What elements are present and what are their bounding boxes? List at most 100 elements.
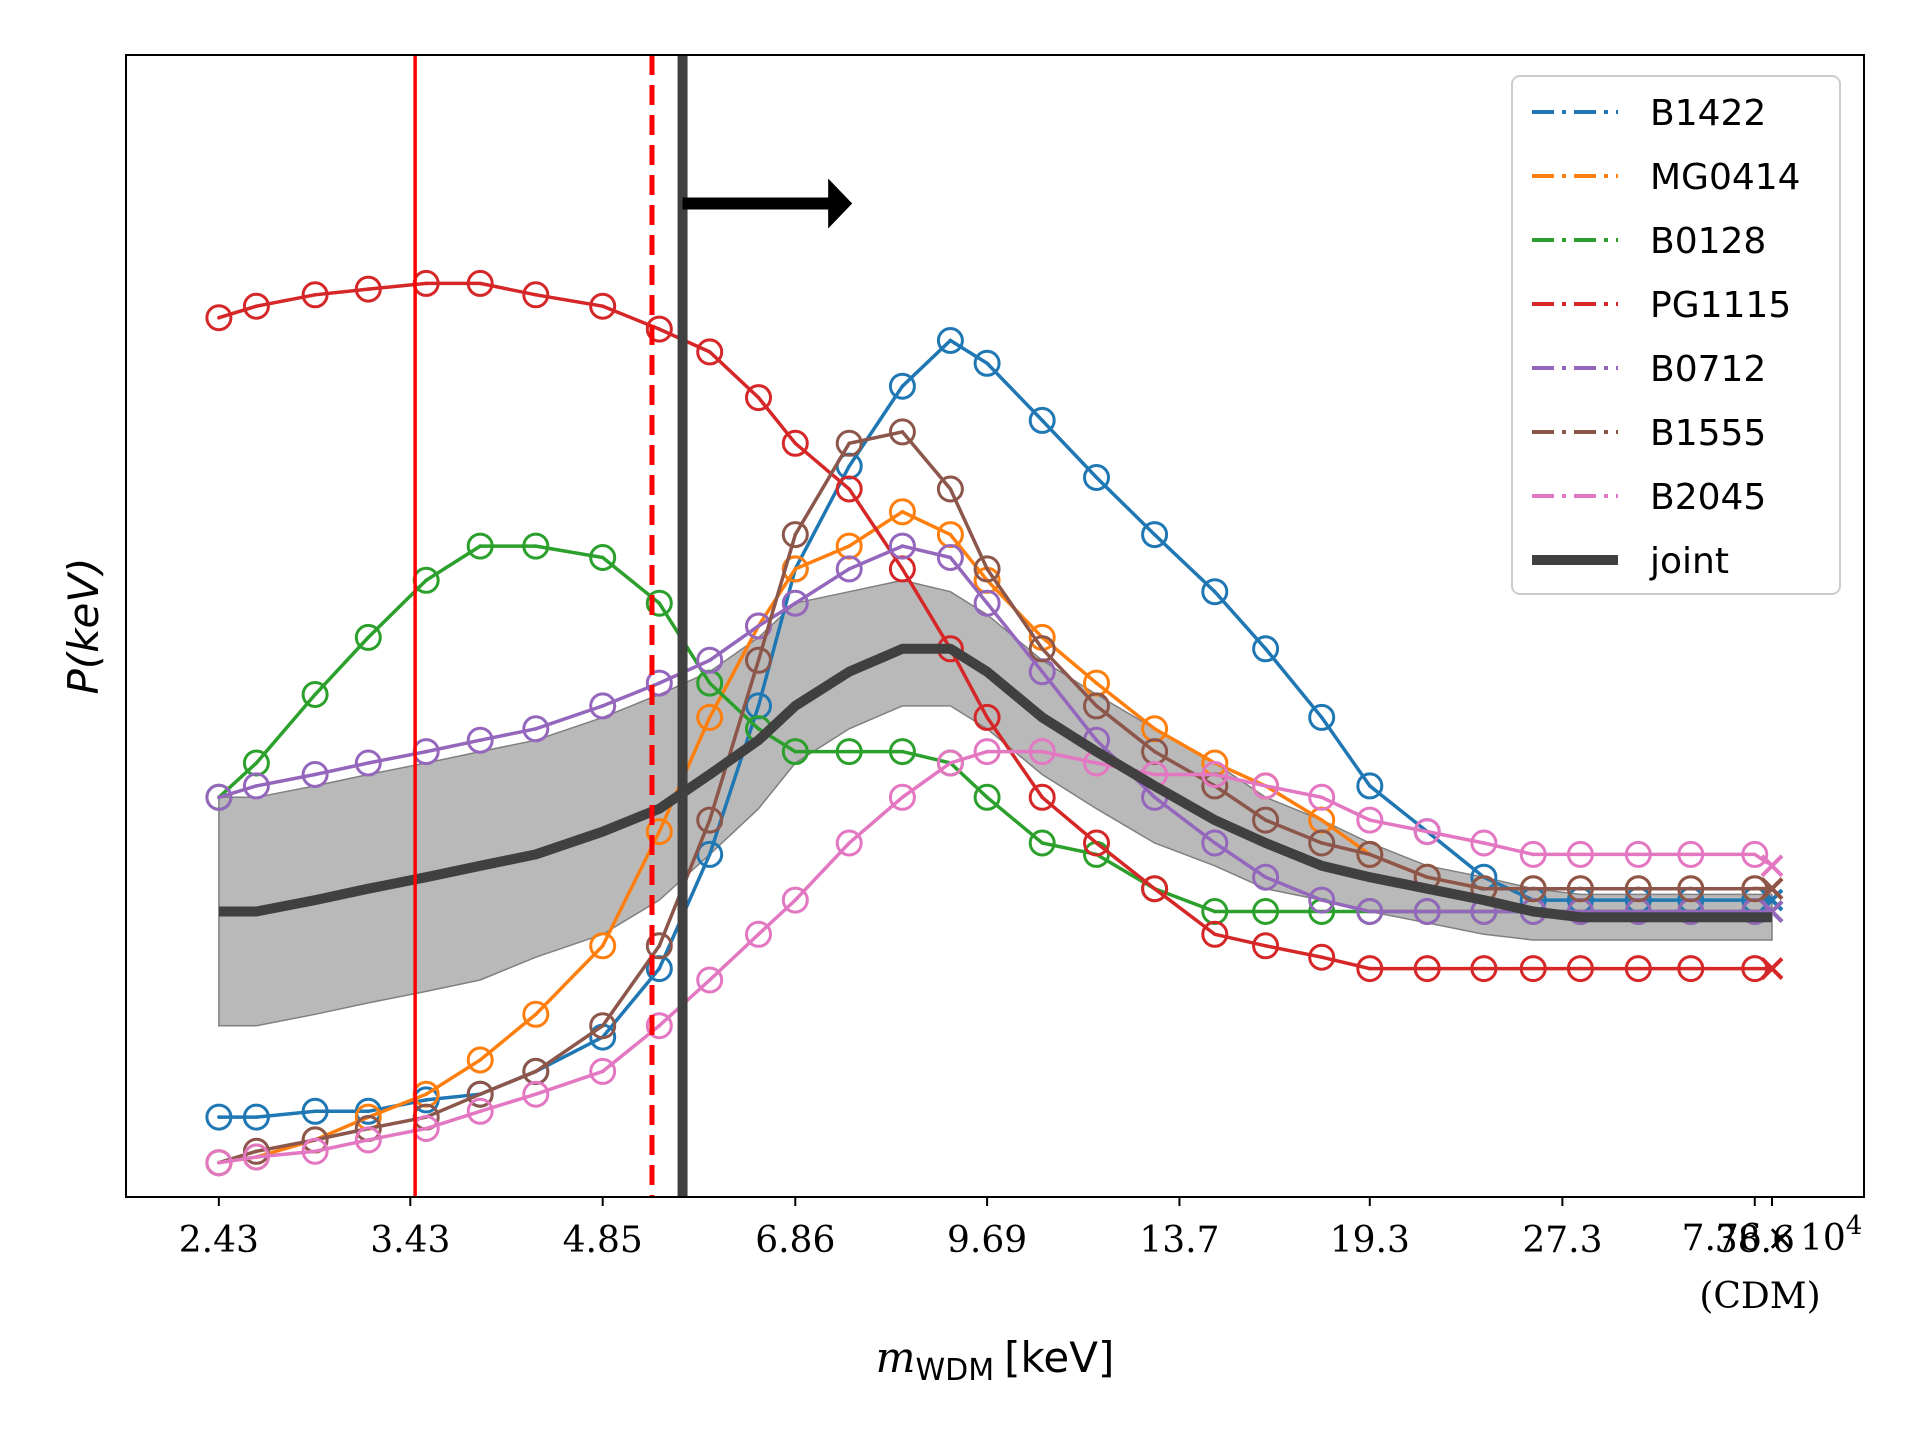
series-pg1115-point-dot	[254, 304, 259, 309]
series-b0712-point-dot	[985, 601, 989, 605]
series-pg1115-point-dot	[756, 395, 761, 400]
x-tick-label: 4.85	[563, 1220, 643, 1261]
series-b0128-point-dot	[1040, 841, 1044, 845]
series-b2045-cdm-marker	[1760, 854, 1784, 878]
series-b2045-point-dot	[1319, 795, 1324, 800]
series-b2045-point-dot	[600, 1069, 605, 1074]
series-b1555-point-dot	[1368, 852, 1372, 857]
series-pg1115-line	[218, 281, 1755, 971]
x-tick-label: 19.3	[1330, 1220, 1410, 1261]
series-b0128-point	[522, 532, 550, 560]
series-pg1115-point-dot	[985, 715, 989, 720]
series-pg1115-point	[781, 429, 809, 457]
series-b1422-point	[973, 349, 1001, 377]
series-b0712-point-dot	[847, 567, 851, 571]
series-b1422-point-dot	[1094, 475, 1099, 480]
series-b0712-point-dot	[424, 749, 429, 754]
series-pg1115	[205, 269, 1784, 983]
series-b2045-point	[1356, 806, 1384, 834]
series-b1422-point-dot	[424, 1098, 429, 1102]
series-b0712-point-dot	[1319, 898, 1324, 902]
series-b1422-point-dot	[1040, 418, 1044, 423]
series-b0712-point-dot	[900, 544, 905, 548]
series-b2045-point	[1252, 772, 1280, 800]
series-b1422-point	[1252, 635, 1280, 663]
series-b1555-point-dot	[534, 1069, 538, 1074]
series-b1422-point	[205, 1103, 233, 1131]
series-b1555-point-dot	[1094, 704, 1099, 708]
series-b0128-point-dot	[985, 795, 989, 800]
series-b0712-point-dot	[707, 658, 712, 663]
series-mg0414-point-dot	[1152, 727, 1157, 731]
x-tick-label: 13.7	[1139, 1220, 1219, 1261]
series-pg1115-point-dot	[1531, 966, 1535, 971]
series-pg1115-point-dot	[1753, 966, 1757, 971]
series-b2045-point	[1677, 840, 1705, 868]
series-b2045-line	[218, 749, 1755, 1165]
series-b2045-point	[973, 738, 1001, 766]
series-b1555-point-dot	[900, 430, 905, 434]
series-b0712-point	[696, 646, 724, 674]
series-b0712-point-dot	[1425, 909, 1429, 914]
series-mg0414-point-dot	[900, 510, 905, 514]
series-b2045-point	[205, 1149, 233, 1177]
series-mg0414-point-dot	[1094, 681, 1099, 685]
series-b1555-point-dot	[1319, 841, 1324, 845]
series-pg1115-cdm-marker	[1760, 957, 1784, 981]
series-pg1115-point-dot	[657, 327, 662, 331]
series-mg0414-point-dot	[478, 1058, 483, 1062]
series-b2045-point	[745, 920, 772, 948]
series-b2045-point	[522, 1080, 550, 1108]
series-pg1115-point-dot	[1425, 966, 1429, 971]
series-b1555-point-dot	[600, 1023, 605, 1028]
series-b0128-point-dot	[707, 681, 712, 685]
series-pg1115-point	[522, 281, 550, 309]
series-b0128-point	[354, 623, 382, 651]
series-b1422-point-dot	[217, 1115, 221, 1119]
series-b1555-point	[1519, 875, 1547, 903]
series-pg1115-point	[1028, 783, 1056, 811]
series-b1422-point	[1028, 406, 1056, 434]
series-b0712-point-dot	[948, 555, 953, 560]
series-b0712-point	[1356, 898, 1384, 925]
series-b1555-point	[466, 1080, 494, 1108]
series-b1422-point	[1083, 464, 1110, 491]
series-b2045-point-dot	[1263, 784, 1268, 788]
series-pg1115-point-dot	[847, 487, 851, 491]
series-layer	[205, 269, 1784, 1177]
series-b0712-point-dot	[1213, 841, 1217, 845]
series-pg1115-point-dot	[600, 304, 605, 309]
series-b2045-point	[1519, 840, 1547, 868]
series-b0128-point	[589, 544, 617, 571]
series-b2045-point-dot	[793, 898, 798, 902]
series-b2045-point	[835, 829, 863, 857]
series-b2045-point-dot	[756, 932, 761, 937]
series-pg1115-point	[1201, 920, 1229, 948]
series-b1555-point	[1624, 875, 1652, 903]
series-b0712-point	[781, 589, 809, 617]
series-b2045-point-dot	[707, 978, 712, 982]
series-pg1115-point-dot	[1263, 944, 1268, 948]
series-b2045-point-dot	[217, 1160, 221, 1165]
legend-b1422-label: B1422	[1650, 93, 1766, 134]
series-b2045-point-dot	[1213, 772, 1217, 777]
series-b0128-point-dot	[600, 555, 605, 560]
series-b0712-point	[354, 749, 382, 777]
series-b2045-point-dot	[478, 1109, 483, 1114]
series-b1422-point	[936, 327, 964, 354]
series-mg0414-point-dot	[1319, 818, 1324, 822]
series-b1555-point	[1741, 875, 1769, 903]
legend-pg1115-label: PG1115	[1650, 285, 1791, 326]
series-mg0414-point	[466, 1046, 494, 1074]
series-pg1115-point-dot	[1636, 966, 1641, 971]
series-pg1115-point	[1083, 829, 1110, 857]
series-b1422-point-dot	[847, 464, 851, 468]
series-mg0414-point-dot	[793, 567, 798, 571]
series-b2045-point	[1470, 829, 1498, 857]
series-pg1115-point-dot	[793, 441, 798, 446]
series-b2045-point	[1566, 840, 1594, 868]
series-b0128-point-dot	[847, 749, 851, 754]
series-b1555-point-dot	[707, 818, 712, 822]
series-b0712-point-dot	[657, 681, 662, 685]
series-mg0414-point	[645, 818, 673, 846]
